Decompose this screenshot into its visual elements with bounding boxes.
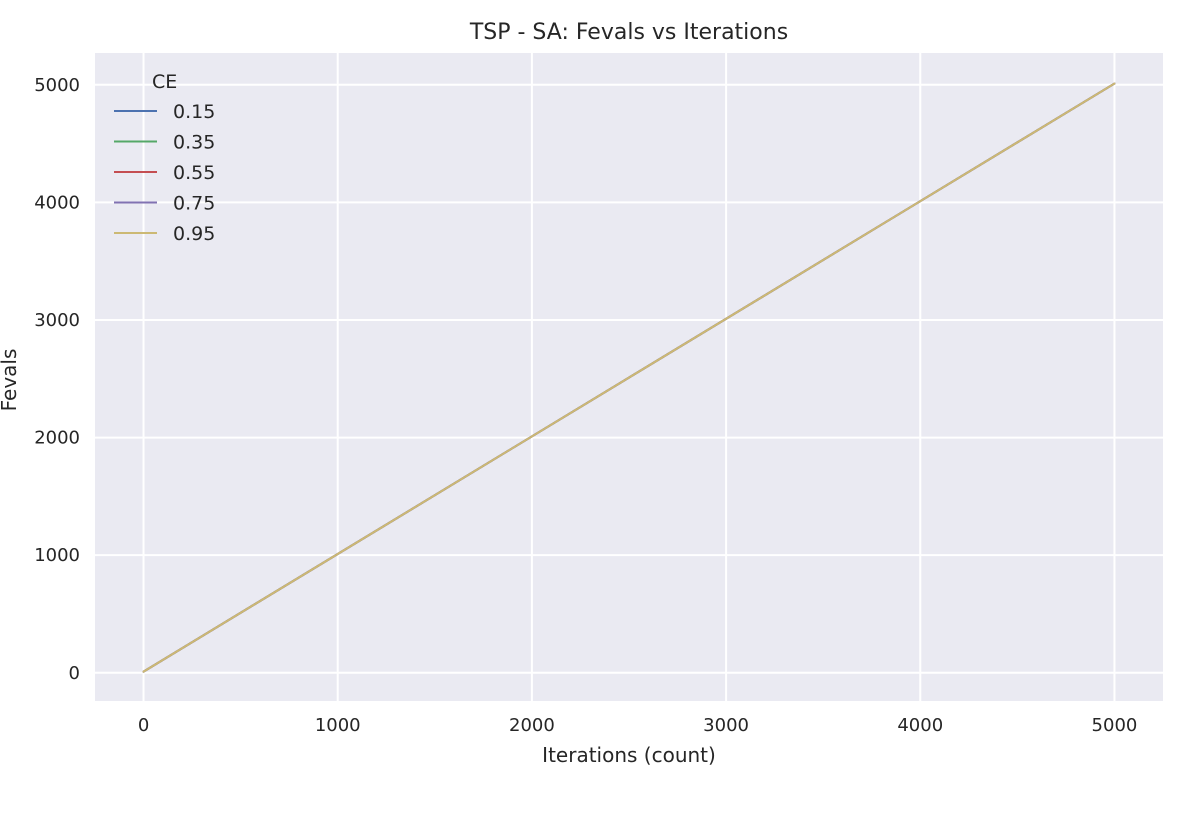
y-tick-label: 3000 xyxy=(34,310,80,331)
y-axis-label: Fevals xyxy=(0,349,21,412)
y-tick-label: 5000 xyxy=(34,75,80,96)
series-line-0.95 xyxy=(142,82,1116,673)
x-tick-label: 1000 xyxy=(315,715,361,736)
y-tick-label: 4000 xyxy=(34,192,80,213)
x-tick-label: 3000 xyxy=(703,715,749,736)
legend-label-0.15: 0.15 xyxy=(173,101,215,123)
y-tick-label: 2000 xyxy=(34,428,80,449)
y-axis-ticks: 0 1000 2000 3000 4000 5000 xyxy=(34,75,80,684)
legend-label-0.35: 0.35 xyxy=(173,132,215,154)
x-tick-label: 0 xyxy=(138,715,149,736)
series-layer xyxy=(142,82,1116,673)
y-tick-label: 0 xyxy=(69,663,80,684)
x-tick-label: 4000 xyxy=(897,715,943,736)
y-tick-label: 1000 xyxy=(34,545,80,566)
x-axis-label: Iterations (count) xyxy=(542,743,716,767)
legend-title: CE xyxy=(152,71,177,93)
legend-label-0.55: 0.55 xyxy=(173,162,215,184)
x-tick-label: 5000 xyxy=(1092,715,1138,736)
legend: CE 0.15 0.35 0.55 0.75 0.95 xyxy=(114,71,215,245)
x-axis-ticks: 0 1000 2000 3000 4000 5000 xyxy=(138,715,1138,736)
grid-lines xyxy=(95,53,1163,701)
x-tick-label: 2000 xyxy=(509,715,555,736)
chart-title: TSP - SA: Fevals vs Iterations xyxy=(469,20,788,45)
legend-label-0.75: 0.75 xyxy=(173,193,215,215)
legend-label-0.95: 0.95 xyxy=(173,223,215,245)
